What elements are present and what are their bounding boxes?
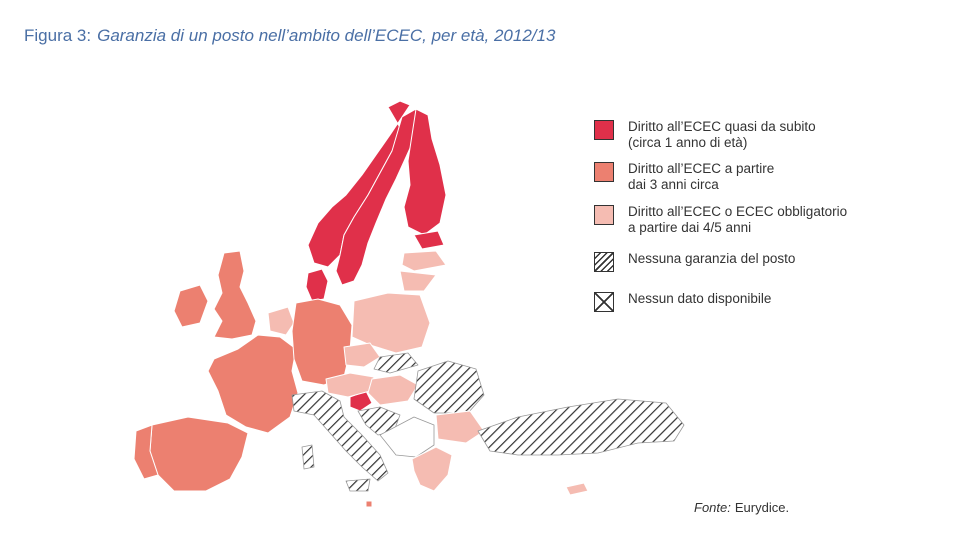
region-balkans — [379, 416, 435, 458]
region-portugal — [133, 424, 159, 480]
region-germany — [291, 298, 353, 386]
region-benelux — [267, 306, 295, 336]
region-romania — [413, 360, 485, 414]
region-spain — [149, 416, 249, 492]
region-cyprus — [565, 482, 589, 496]
region-italy — [291, 390, 389, 482]
region-united-kingdom — [213, 250, 257, 340]
europe-map-svg — [133, 100, 685, 508]
legend-swatch-from-4-5 — [594, 205, 614, 225]
legend-swatch-from-1 — [594, 120, 614, 140]
source-text: Eurydice. — [734, 500, 790, 515]
legend-item-no-guarantee: Nessuna garanzia del posto — [594, 251, 795, 272]
legend-swatch-no-guarantee — [594, 252, 614, 272]
legend-label-from-1: Diritto all’ECEC quasi da subito (circa … — [628, 119, 816, 150]
legend-swatch-no-data — [594, 292, 614, 312]
legend-label-from-3: Diritto all’ECEC a partire dai 3 anni ci… — [628, 161, 775, 192]
region-malta — [365, 500, 373, 508]
source-label: Fonte: — [694, 500, 731, 515]
region-sardinia — [301, 444, 315, 470]
region-greece — [411, 446, 453, 492]
legend-item-from-3: Diritto all’ECEC a partire dai 3 anni ci… — [594, 161, 774, 193]
legend-item-from-1: Diritto all’ECEC quasi da subito (circa … — [594, 119, 816, 151]
legend-label-no-guarantee: Nessuna garanzia del posto — [628, 251, 796, 266]
region-sweden — [335, 108, 417, 286]
region-ireland — [173, 284, 209, 328]
legend-item-no-data: Nessun dato disponibile — [594, 291, 771, 312]
figure-label: Figura 3: — [24, 26, 92, 45]
region-hungary — [367, 374, 419, 406]
region-bulgaria — [435, 410, 485, 444]
region-lithuania — [399, 270, 437, 292]
legend-label-from-4-5: Diritto all’ECEC o ECEC obbligatorio a p… — [628, 204, 848, 235]
legend-label-no-data: Nessun dato disponibile — [628, 291, 772, 306]
region-denmark — [305, 268, 329, 302]
region-sicily — [345, 478, 371, 492]
page-title: Figura 3: Garanzia di un posto nell’ambit… — [24, 26, 555, 46]
europe-map — [118, 95, 698, 515]
region-estonia — [413, 230, 445, 250]
region-czechia — [343, 342, 381, 368]
region-slovakia — [373, 352, 419, 374]
region-turkey — [477, 398, 685, 456]
source-note: Fonte: Eurydice. — [694, 500, 789, 515]
legend-swatch-from-3 — [594, 162, 614, 182]
region-latvia — [401, 250, 447, 272]
region-france — [207, 334, 299, 434]
legend-item-from-4-5: Diritto all’ECEC o ECEC obbligatorio a p… — [594, 204, 847, 236]
figure-caption: Garanzia di un posto nell’ambito dell’EC… — [97, 26, 556, 45]
region-poland — [351, 292, 431, 354]
